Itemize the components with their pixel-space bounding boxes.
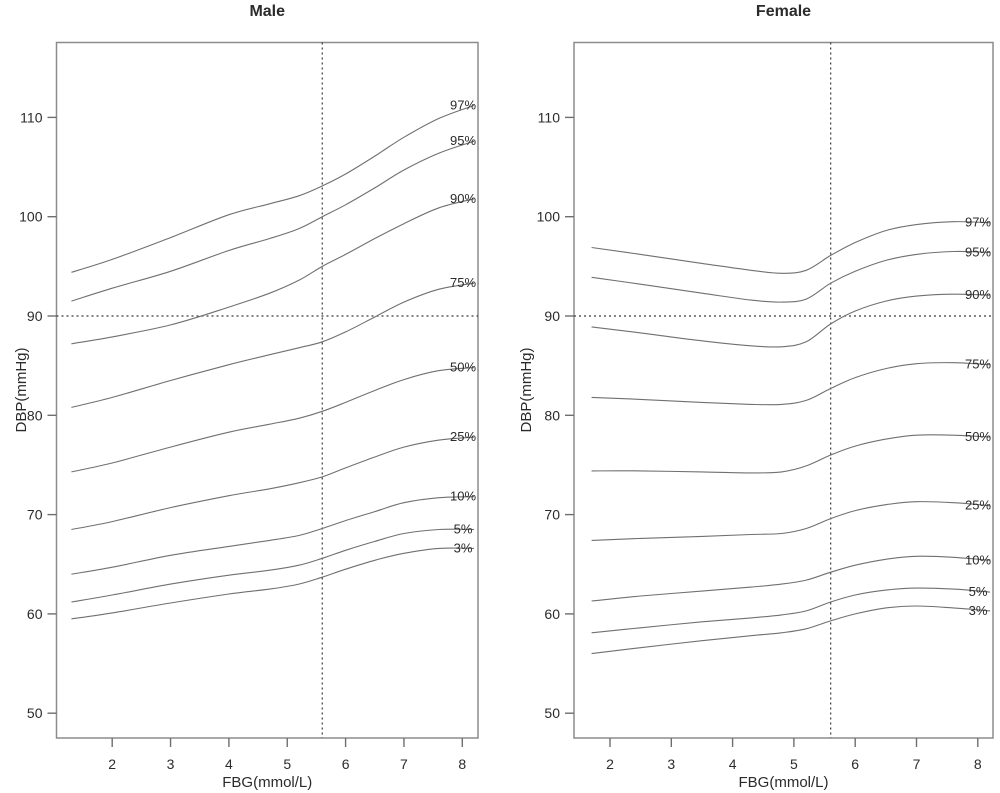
x-tick-label: 4 [729, 756, 737, 772]
y-tick-label: 90 [27, 308, 43, 324]
percentile-label-50pct: 50% [965, 429, 991, 444]
x-axis-female: 2 3 4 5 6 7 8 [606, 738, 982, 772]
plot-border-female [573, 41, 994, 739]
y-axis-female: 50 60 70 80 90 100 110 [537, 109, 574, 721]
x-tick-label: 2 [606, 756, 614, 772]
y-tick-label: 100 [537, 209, 561, 225]
y-tick-label: 110 [20, 109, 43, 125]
percentile-curve-97pct [71, 104, 475, 273]
y-tick-label: 80 [27, 407, 43, 423]
y-axis-label-male: DBP(mmHg) [13, 347, 30, 432]
panel-male: Male 50 60 70 80 90 100 110 2 3 4 5 6 7 8 FBG(mmol/L) DB… [13, 3, 479, 791]
y-axis-male: 50 60 70 80 90 100 110 [19, 109, 57, 721]
percentile-label-90pct: 90% [965, 287, 991, 302]
percentile-label-10pct: 10% [965, 552, 991, 567]
y-tick-label: 110 [538, 109, 561, 125]
x-tick-label: 8 [458, 756, 466, 772]
plot-border-male [55, 41, 479, 739]
percentile-label-95pct: 95% [450, 133, 476, 148]
x-tick-label: 5 [790, 756, 798, 772]
y-tick-label: 60 [544, 606, 560, 622]
percentile-curve-97pct [591, 221, 991, 274]
percentile-label-10pct: 10% [450, 489, 476, 504]
percentile-curve-90pct [71, 198, 475, 345]
y-tick-label: 60 [27, 606, 43, 622]
percentile-label-75pct: 75% [965, 357, 991, 372]
percentile-label-25pct: 25% [965, 498, 991, 513]
y-tick-label: 80 [544, 407, 560, 423]
y-axis-label-female: DBP(mmHg) [518, 347, 535, 432]
percentile-curve-90pct [591, 293, 991, 348]
percentile-label-3pct: 3% [969, 603, 988, 618]
x-tick-label: 3 [167, 756, 175, 772]
percentile-curve-95pct [591, 250, 991, 303]
percentile-curves-male [71, 104, 475, 620]
percentile-label-90pct: 90% [450, 191, 476, 206]
x-tick-label: 2 [108, 756, 116, 772]
percentile-curve-5pct [591, 587, 991, 634]
percentile-curve-75pct [71, 282, 475, 408]
y-tick-label: 70 [27, 507, 43, 523]
x-tick-label: 3 [667, 756, 675, 772]
x-tick-label: 6 [342, 756, 350, 772]
percentile-label-50pct: 50% [450, 360, 476, 375]
y-tick-label: 90 [544, 308, 560, 324]
percentile-curve-5pct [71, 528, 475, 603]
x-axis-label-male: FBG(mmol/L) [222, 774, 312, 791]
percentile-curve-10pct [591, 555, 991, 602]
y-tick-label: 70 [544, 507, 560, 523]
percentile-label-5pct: 5% [454, 521, 473, 536]
x-tick-label: 8 [974, 756, 982, 772]
percentile-curve-75pct [591, 362, 991, 406]
x-tick-label: 7 [913, 756, 921, 772]
percentile-curve-3pct [591, 605, 991, 655]
percentile-label-25pct: 25% [450, 429, 476, 444]
percentile-curve-95pct [71, 140, 475, 302]
x-axis-label-female: FBG(mmol/L) [739, 774, 829, 791]
x-tick-label: 6 [851, 756, 859, 772]
percentile-curve-3pct [71, 547, 475, 620]
percentile-curves-female [591, 221, 991, 655]
percentile-label-75pct: 75% [450, 275, 476, 290]
panel-female: Female 50 60 70 80 90 100 110 2 3 4 5 6 7 8 FBG(mmol/L)… [518, 3, 994, 791]
percentile-label-97pct: 97% [450, 97, 476, 112]
percentile-label-97pct: 97% [965, 215, 991, 230]
percentile-curve-50pct [591, 434, 991, 474]
x-tick-label: 5 [283, 756, 291, 772]
x-tick-label: 7 [400, 756, 408, 772]
percentile-label-5pct: 5% [969, 584, 988, 599]
percentile-curve-10pct [71, 496, 475, 575]
y-tick-label: 50 [27, 705, 43, 721]
percentile-curve-25pct [591, 501, 991, 541]
percentile-curve-50pct [71, 367, 475, 473]
percentile-curve-25pct [71, 436, 475, 531]
percentile-label-95pct: 95% [965, 244, 991, 259]
y-tick-label: 100 [19, 209, 43, 225]
panel-title-male: Male [249, 3, 285, 20]
percentile-label-3pct: 3% [454, 540, 473, 555]
panel-title-female: Female [756, 3, 811, 20]
y-tick-label: 50 [544, 705, 560, 721]
x-axis-male: 2 3 4 5 6 7 8 [108, 738, 466, 772]
x-tick-label: 4 [225, 756, 233, 772]
